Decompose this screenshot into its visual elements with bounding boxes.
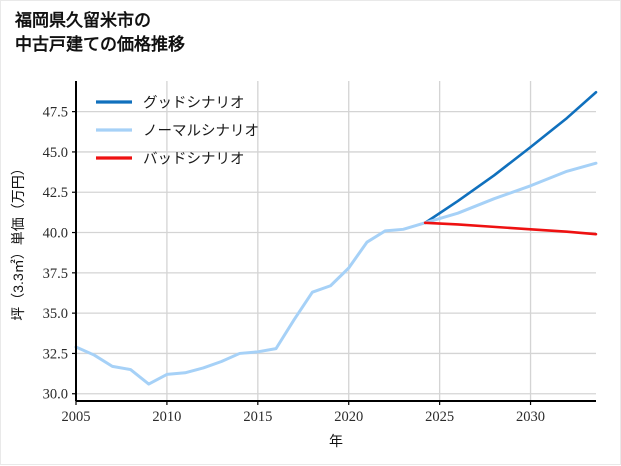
x-tick-label: 2005 bbox=[62, 409, 91, 425]
plot-area-background bbox=[76, 81, 596, 401]
y-tick-label: 32.5 bbox=[43, 346, 68, 362]
y-tick-label: 45.0 bbox=[43, 145, 68, 161]
x-tick-label: 2025 bbox=[425, 409, 454, 425]
y-tick-label: 40.0 bbox=[43, 226, 68, 242]
x-tick-label: 2010 bbox=[152, 409, 181, 425]
data-series-group bbox=[74, 90, 598, 386]
y-tick-label: 35.0 bbox=[43, 306, 68, 322]
series-line-2 bbox=[423, 221, 598, 236]
x-axis-tick-labels: 2005 2010 2015 2020 2025 2030 bbox=[62, 401, 545, 425]
y-axis-tick-labels: 30.0 32.5 35.0 37.5 40.0 42.5 45.0 47.5 bbox=[43, 105, 76, 403]
horizontal-gridlines bbox=[76, 110, 596, 395]
series-line-1 bbox=[74, 161, 598, 386]
series-line-0 bbox=[423, 90, 598, 225]
y-tick-label: 37.5 bbox=[43, 266, 68, 282]
legend-label-0: グッドシナリオ bbox=[143, 95, 245, 112]
y-tick-label: 47.5 bbox=[43, 105, 68, 121]
x-tick-label: 2020 bbox=[334, 409, 363, 425]
y-tick-label: 30.0 bbox=[43, 387, 68, 403]
legend-label-2: バッドシナリオ bbox=[143, 152, 245, 168]
x-tick-label: 2030 bbox=[516, 409, 545, 425]
x-axis-title: 年 bbox=[329, 433, 343, 449]
legend-label-1: ノーマルシナリオ bbox=[143, 124, 259, 140]
chart-title: 福岡県久留米市の 中古戸建ての価格推移 bbox=[15, 11, 185, 55]
y-axis-title: 坪（3.3㎡）単価（万円） bbox=[10, 161, 26, 320]
x-tick-label: 2015 bbox=[243, 409, 272, 425]
y-tick-label: 42.5 bbox=[43, 185, 68, 201]
